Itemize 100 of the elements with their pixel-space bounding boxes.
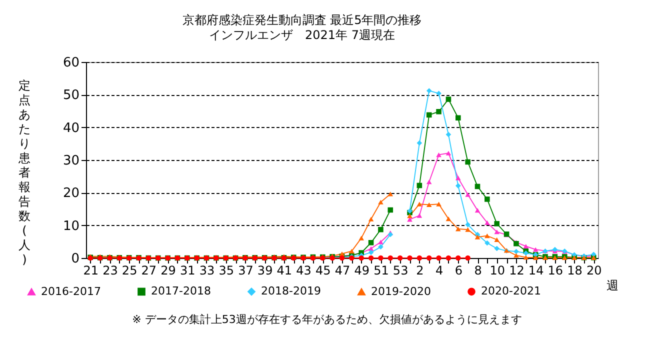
- point: [465, 222, 470, 228]
- point: [426, 88, 432, 94]
- point: [436, 255, 442, 261]
- point: [378, 240, 384, 244]
- y-tick-label: 60: [62, 56, 80, 70]
- x-tick-label: 39: [257, 264, 273, 278]
- point: [416, 255, 422, 261]
- x-tick-label: 53: [392, 264, 408, 278]
- x-tick-label: 20: [586, 264, 602, 278]
- point: [378, 244, 384, 250]
- x-tick-label: 21: [83, 264, 98, 278]
- point: [358, 255, 364, 261]
- y-tick-label: 40: [62, 120, 80, 136]
- point: [407, 255, 412, 261]
- x-tick-label: 18: [567, 264, 582, 278]
- point: [484, 233, 490, 238]
- x-tick-label: 25: [122, 264, 138, 278]
- point: [532, 255, 538, 260]
- x-tick-label: 31: [180, 264, 196, 278]
- x-axis-title: 週: [606, 278, 618, 292]
- y-tick-label: 10: [62, 218, 80, 234]
- x-tick-label: 8: [474, 264, 482, 278]
- text: ※ データの集計上53週が存在する年があるため、欠損値があるように見えます: [131, 312, 523, 327]
- chart-title: 京都府感染症発生動向調査 最近5年間の推移: [182, 13, 422, 27]
- text: 定点あたり患者報告数(人): [18, 78, 30, 266]
- point: [446, 132, 452, 138]
- x-tick-label: 23: [102, 264, 118, 278]
- legend-label: 2017-2018: [151, 284, 211, 298]
- point: [426, 202, 432, 208]
- point: [368, 240, 374, 246]
- x-tick-label: 16: [548, 264, 564, 278]
- x-tick-label: 45: [316, 264, 331, 278]
- point: [465, 255, 470, 261]
- legend-label: 2018-2019: [261, 284, 321, 298]
- x-tick-label: 27: [141, 264, 157, 278]
- point: [446, 150, 452, 156]
- point: [494, 221, 500, 226]
- point: [426, 255, 432, 261]
- point: [397, 255, 403, 261]
- point: [407, 214, 412, 218]
- x-tick-label: 6: [454, 264, 462, 278]
- x-tick-label: 2: [416, 264, 424, 278]
- point: [465, 227, 470, 232]
- point: [465, 192, 470, 197]
- x-tick-label: 43: [296, 264, 312, 278]
- point: [446, 216, 452, 222]
- x-tick-label: 35: [218, 264, 234, 278]
- point: [446, 255, 452, 261]
- point: [494, 237, 500, 242]
- point: [378, 255, 384, 261]
- point: [523, 244, 529, 249]
- point: [426, 180, 432, 184]
- point: [436, 90, 442, 96]
- point: [368, 216, 374, 222]
- point: [456, 115, 461, 121]
- x-tick-label: 41: [276, 264, 292, 278]
- point: [416, 202, 422, 206]
- point: [378, 200, 384, 204]
- point: [436, 202, 442, 206]
- x-tick-label: 51: [374, 264, 389, 278]
- point: [523, 255, 529, 260]
- point: [494, 230, 500, 234]
- x-tick-label: 33: [199, 264, 215, 278]
- point: [349, 248, 354, 254]
- point: [514, 253, 519, 258]
- x-tick-label: 29: [160, 264, 176, 278]
- point: [368, 255, 374, 261]
- y-tick-label: 20: [62, 186, 80, 202]
- x-tick-label: 14: [528, 264, 544, 278]
- point: [465, 159, 470, 165]
- y-tick-label: 50: [62, 88, 80, 104]
- legend-label: 2016-2017: [41, 284, 101, 298]
- point: [358, 236, 364, 240]
- point: [484, 220, 490, 226]
- point: [388, 255, 394, 261]
- point: [474, 234, 480, 240]
- x-tick-label: 47: [334, 264, 350, 278]
- y-tick-label: 0: [71, 252, 80, 266]
- x-tick-label: 4: [435, 264, 444, 278]
- point: [436, 152, 442, 158]
- point: [436, 109, 442, 114]
- point: [474, 208, 480, 213]
- point: [388, 192, 394, 196]
- point: [456, 226, 461, 232]
- x-tick-label: 12: [509, 264, 524, 278]
- point: [446, 96, 452, 102]
- x-tick-label: 10: [490, 264, 505, 278]
- point: [484, 196, 490, 202]
- point: [456, 183, 461, 188]
- point: [456, 255, 461, 261]
- legend-label: 2019-2020: [371, 284, 431, 298]
- point: [388, 207, 394, 213]
- point: [494, 246, 500, 252]
- y-tick-label: 30: [62, 154, 80, 168]
- x-tick-label: 49: [354, 264, 370, 278]
- point: [368, 250, 374, 256]
- chart-subtitle: インフルエンザ 2021年 7週現在: [209, 28, 395, 42]
- point: [484, 240, 490, 246]
- x-tick-label: 37: [238, 264, 254, 278]
- legend-label: 2020-2021: [481, 284, 541, 298]
